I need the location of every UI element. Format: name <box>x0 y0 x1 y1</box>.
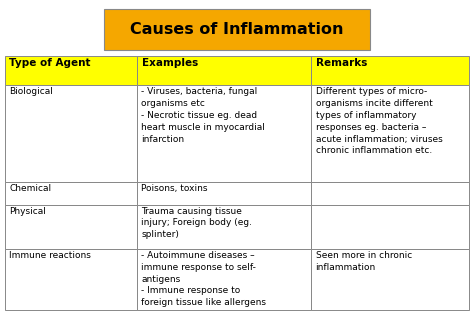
Bar <box>311 182 469 205</box>
Bar <box>137 85 311 182</box>
Bar <box>104 9 370 50</box>
Text: Seen more in chronic
inflammation: Seen more in chronic inflammation <box>316 251 412 272</box>
Text: Physical: Physical <box>9 207 46 216</box>
Text: Different types of micro-
organisms incite different
types of inflammatory
respo: Different types of micro- organisms inci… <box>316 87 442 155</box>
Text: Type of Agent: Type of Agent <box>9 58 91 68</box>
Text: - Viruses, bacteria, fungal
organisms etc
- Necrotic tissue eg. dead
heart muscl: - Viruses, bacteria, fungal organisms et… <box>141 87 265 144</box>
Bar <box>5 205 137 249</box>
Text: Poisons, toxins: Poisons, toxins <box>141 184 208 193</box>
Bar <box>5 56 137 85</box>
Bar <box>137 182 311 205</box>
Text: Biological: Biological <box>9 87 53 96</box>
Bar <box>137 249 311 310</box>
Bar <box>311 56 469 85</box>
Text: Chemical: Chemical <box>9 184 51 193</box>
Bar <box>5 249 137 310</box>
Text: - Autoimmune diseases –
immune response to self-
antigens
- Immune response to
f: - Autoimmune diseases – immune response … <box>141 251 266 307</box>
Bar <box>311 85 469 182</box>
Bar <box>137 56 311 85</box>
Text: Causes of Inflammation: Causes of Inflammation <box>130 22 344 37</box>
Text: Trauma causing tissue
injury; Foreign body (eg.
splinter): Trauma causing tissue injury; Foreign bo… <box>141 207 252 239</box>
Text: Remarks: Remarks <box>316 58 367 68</box>
Bar <box>5 182 137 205</box>
Bar <box>137 205 311 249</box>
Bar <box>311 205 469 249</box>
Bar <box>311 249 469 310</box>
Text: Examples: Examples <box>142 58 198 68</box>
Text: Immune reactions: Immune reactions <box>9 251 91 260</box>
Bar <box>5 85 137 182</box>
